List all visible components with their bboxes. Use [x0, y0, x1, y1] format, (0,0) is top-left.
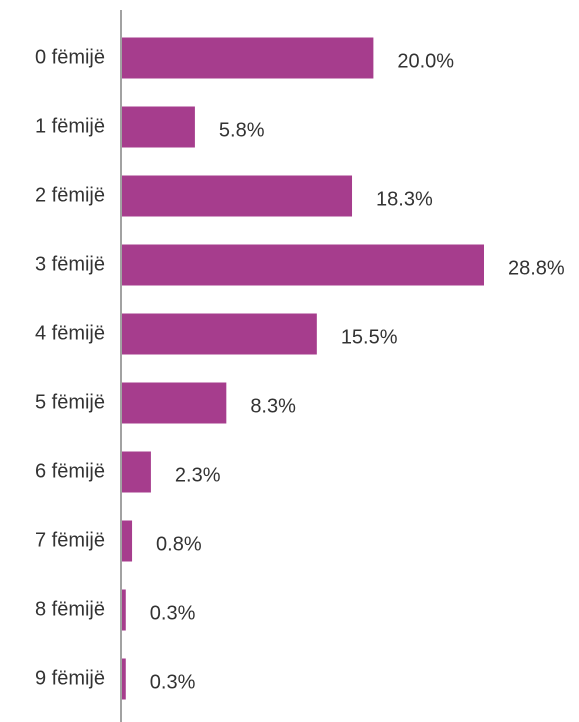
bar [122, 106, 195, 148]
bar [122, 658, 126, 700]
value-label: 0.3% [150, 602, 196, 624]
bar [122, 37, 374, 79]
category-label: 1 fëmijë [35, 115, 105, 137]
bar [122, 313, 317, 355]
bar [122, 520, 133, 562]
category-label: 5 fëmijë [35, 391, 105, 413]
category-label: 2 fëmijë [35, 184, 105, 206]
value-label: 0.3% [150, 671, 196, 693]
value-label: 8.3% [250, 395, 296, 417]
bar [122, 382, 227, 424]
value-label: 18.3% [376, 188, 433, 210]
category-label: 9 fëmijë [35, 667, 105, 689]
value-label: 15.5% [341, 326, 398, 348]
category-label: 4 fëmijë [35, 322, 105, 344]
category-label: 0 fëmijë [35, 46, 105, 68]
bar [122, 589, 126, 631]
category-label: 8 fëmijë [35, 598, 105, 620]
value-label: 20.0% [397, 50, 454, 72]
value-label: 28.8% [508, 257, 565, 279]
bar [122, 451, 151, 493]
category-label: 3 fëmijë [35, 253, 105, 275]
bar [122, 244, 484, 286]
bar [122, 175, 353, 217]
value-label: 0.8% [156, 533, 202, 555]
value-label: 2.3% [175, 464, 221, 486]
category-label: 6 fëmijë [35, 460, 105, 482]
value-label: 5.8% [219, 119, 265, 141]
category-label: 7 fëmijë [35, 529, 105, 551]
